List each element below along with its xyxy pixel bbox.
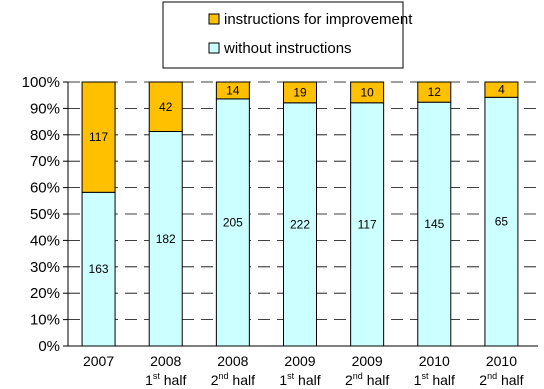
data-label: 182 [156, 232, 176, 246]
data-label: 163 [89, 262, 109, 276]
data-label: 65 [495, 215, 509, 229]
x-tick-label: 2010 [419, 353, 450, 369]
bars: 163 117 182 42 205 14 222 19 117 10 145 12 65 4 [81, 81, 519, 347]
data-label: 222 [290, 217, 310, 231]
bar-instructions-for-improvement [81, 81, 116, 193]
bar-instructions-for-improvement [148, 81, 183, 132]
y-tick-label: 50% [30, 206, 60, 223]
data-label: 205 [223, 215, 243, 229]
x-tick-sublabel: 2nd half [479, 371, 523, 388]
x-tick-sublabel: 1st half [145, 371, 186, 388]
legend-frame [162, 1, 404, 69]
y-tick-label: 100% [22, 74, 60, 91]
bar-without-instructions [81, 191, 116, 347]
bar-without-instructions [484, 96, 519, 347]
data-label: 19 [293, 85, 307, 99]
x-tick-label: 2009 [284, 353, 315, 369]
x-tick-label: 2007 [83, 353, 114, 369]
x-tick-sublabel: 1st half [279, 371, 320, 388]
bar-instructions-for-improvement [417, 81, 452, 103]
legend: instructions for improvement without inst… [162, 1, 413, 69]
y-tick-label: 90% [30, 100, 60, 117]
data-label: 10 [360, 85, 374, 99]
data-label: 4 [498, 83, 505, 97]
y-tick-label: 20% [30, 285, 60, 302]
legend-label: without instructions [223, 40, 352, 57]
bar-instructions-for-improvement [215, 81, 250, 100]
legend-swatch [208, 13, 220, 25]
x-tick-label: 2008 [150, 353, 181, 369]
y-tick-label: 80% [30, 127, 60, 144]
legend-swatch [208, 42, 220, 54]
x-tick-sublabel: 2nd half [211, 371, 255, 388]
data-label: 14 [226, 83, 240, 97]
legend-label: instructions for improvement [224, 11, 413, 28]
bar-instructions-for-improvement [283, 81, 317, 104]
bar-instructions-for-improvement [350, 81, 385, 104]
bar-instructions-for-improvement [484, 81, 519, 98]
data-label: 117 [358, 217, 377, 231]
data-label: 12 [428, 85, 442, 99]
y-tick-label: 60% [30, 180, 60, 197]
bar-without-instructions [283, 102, 317, 347]
y-tick-label: 70% [30, 153, 60, 170]
bar-without-instructions [417, 101, 452, 347]
bar-without-instructions [148, 131, 183, 347]
data-label: 145 [424, 217, 444, 231]
y-tick-label: 10% [30, 312, 60, 329]
y-tick-label: 40% [30, 232, 60, 249]
y-tick-label: 30% [30, 259, 60, 276]
y-tick-label: 0% [38, 338, 60, 355]
x-tick-sublabel: 2nd half [345, 371, 389, 388]
x-tick-label: 2009 [352, 353, 383, 369]
x-tick-label: 2008 [217, 353, 248, 369]
data-label: 117 [89, 130, 108, 144]
bar-without-instructions [350, 102, 385, 347]
x-tick-label: 2010 [486, 353, 517, 369]
bar-without-instructions [215, 98, 250, 347]
data-label: 42 [159, 100, 173, 114]
x-tick-sublabel: 1st half [414, 371, 455, 388]
